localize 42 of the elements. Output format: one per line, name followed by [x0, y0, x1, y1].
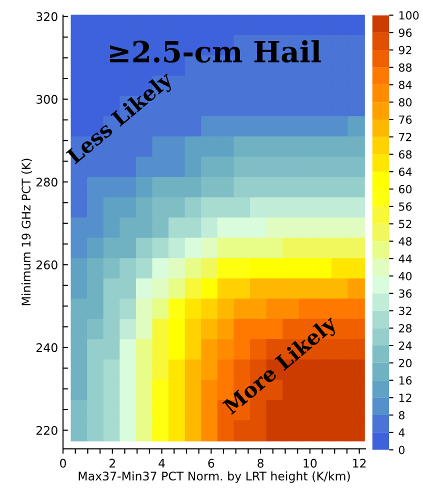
- y-tick-label: 220: [36, 426, 58, 435]
- color-bar-label: 60: [398, 185, 412, 194]
- color-bar-label: 24: [399, 341, 412, 350]
- x-tick-label: 0: [60, 458, 66, 468]
- color-bar-label: 76: [399, 115, 412, 124]
- x-tick-label: 10: [304, 458, 317, 468]
- y-tick-label: 320: [36, 12, 58, 22]
- color-bar-label: 68: [398, 150, 412, 159]
- color-bar-label: 84: [398, 80, 412, 90]
- x-tick-label: 8: [258, 458, 264, 468]
- color-bar-label: 52: [399, 220, 412, 228]
- color-bar-label: 8: [398, 411, 404, 420]
- color-bar-label: 0: [398, 446, 405, 454]
- y-axis-title: Minimum 19 GHz PCT (K): [21, 158, 32, 306]
- y-tick-label: 240: [36, 343, 58, 352]
- y-tick-label: 280: [36, 178, 58, 187]
- y-tick-label: 300: [36, 94, 58, 104]
- color-bar-label: 28: [399, 324, 412, 333]
- x-tick-label: 4: [158, 458, 165, 468]
- color-bar-label: 100: [399, 11, 419, 20]
- color-bar-label: 32: [399, 306, 412, 316]
- color-bar-label: 56: [399, 202, 412, 211]
- color-bar-label: 64: [398, 168, 412, 176]
- color-bar-label: 40: [398, 272, 412, 280]
- color-bar-label: 88: [398, 63, 412, 72]
- x-tick-label: 12: [353, 458, 366, 468]
- x-tick-label: 6: [208, 458, 214, 468]
- x-axis-title: Max37-Min37 PCT Norm. by LRT height (K/km): [78, 471, 350, 483]
- color-bar-label: 16: [399, 376, 412, 385]
- color-bar-label: 80: [398, 98, 412, 106]
- text: ≥2.5-cm Hail: [110, 40, 321, 63]
- y-tick-label: 260: [36, 260, 58, 270]
- color-bar-label: 72: [399, 132, 412, 142]
- color-bar-label: 96: [398, 28, 412, 37]
- x-tick-label: 2: [110, 458, 115, 468]
- color-bar-label: 12: [399, 394, 412, 402]
- color-bar-label: 20: [399, 358, 412, 368]
- color-bar-label: 48: [398, 237, 412, 246]
- color-bar-label: 4: [398, 428, 405, 437]
- color-bar-label: 36: [399, 289, 412, 298]
- color-bar-label: 92: [398, 46, 412, 54]
- color-bar-label: 44: [398, 254, 412, 263]
